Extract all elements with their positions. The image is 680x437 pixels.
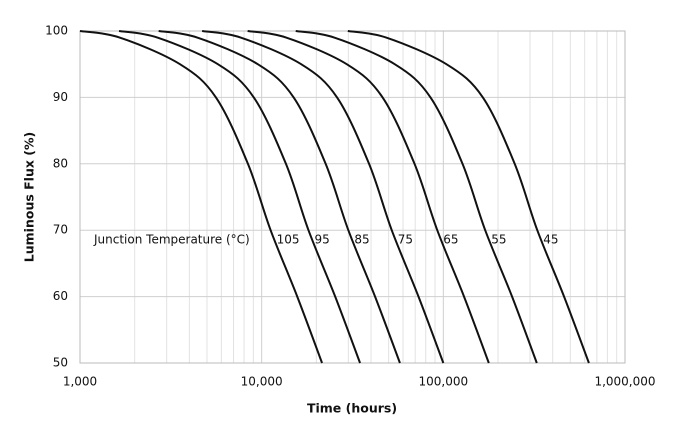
line xyxy=(295,30,538,364)
y-tick-label: 80 xyxy=(53,156,68,170)
x-tick-label: 100,000 xyxy=(419,375,469,389)
line xyxy=(347,30,590,364)
x-axis-title: Time (hours) xyxy=(307,401,397,416)
series-label: 45 xyxy=(543,233,558,247)
y-tick-label: 60 xyxy=(53,289,68,303)
series-label: 65 xyxy=(443,233,458,247)
y-tick-label: 90 xyxy=(53,90,68,104)
line xyxy=(201,30,445,364)
y-tick-label: 100 xyxy=(45,24,68,38)
annotation: Junction Temperature (°C) xyxy=(93,233,250,247)
line xyxy=(79,30,323,364)
x-tick-label: 1,000 xyxy=(63,375,97,389)
x-tick-label: 1,000,000 xyxy=(594,375,655,389)
y-tick-label: 70 xyxy=(53,223,68,237)
series-label: 55 xyxy=(491,233,506,247)
line xyxy=(247,30,490,364)
series-label: 75 xyxy=(398,233,413,247)
series-label: 85 xyxy=(354,233,369,247)
series-label: 105 xyxy=(277,233,300,247)
line xyxy=(118,30,361,364)
x-tick-label: 10,000 xyxy=(241,375,283,389)
series-label: 95 xyxy=(314,233,329,247)
y-tick-label: 50 xyxy=(53,356,68,370)
line xyxy=(158,30,401,364)
y-axis-title: Luminous Flux (%) xyxy=(22,132,37,262)
